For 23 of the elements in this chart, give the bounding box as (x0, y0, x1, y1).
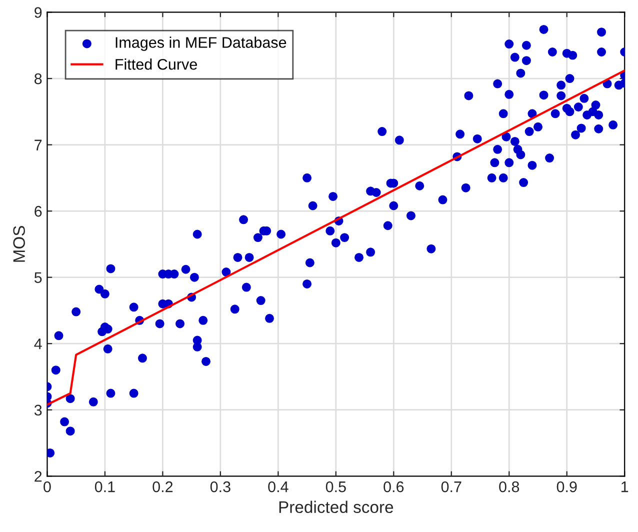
y-tick-label: 7 (34, 140, 42, 150)
y-axis-title: MOS (13, 226, 26, 262)
x-tick-label: 0.5 (326, 481, 346, 492)
legend-label: Fitted Curve (116, 58, 197, 70)
x-tick-label: 0.7 (441, 481, 462, 492)
y-tick-label: 9 (34, 7, 42, 18)
x-tick-label: 0.1 (94, 481, 115, 492)
y-tick-label: 5 (34, 272, 42, 284)
x-tick-label: 0.6 (384, 481, 404, 492)
x-tick-label: 0 (44, 481, 51, 492)
y-tick-label: 6 (34, 206, 42, 217)
y-tick-label: 8 (34, 73, 42, 84)
x-tick-label: 0.3 (210, 481, 230, 492)
x-tick-label: 0.2 (152, 481, 173, 492)
y-tick-label: 4 (34, 338, 42, 350)
x-axis-title: Predicted score (279, 500, 394, 514)
x-tick-label: 1 (622, 482, 628, 492)
legend-label: Images in MEF Database (116, 36, 286, 51)
x-tick-label: 0.9 (556, 481, 577, 492)
x-tick-label: 0.4 (268, 481, 288, 492)
y-tick-label: 3 (34, 404, 42, 416)
y-tick-label: 2 (34, 471, 42, 482)
x-tick-label: 0.8 (499, 481, 520, 492)
